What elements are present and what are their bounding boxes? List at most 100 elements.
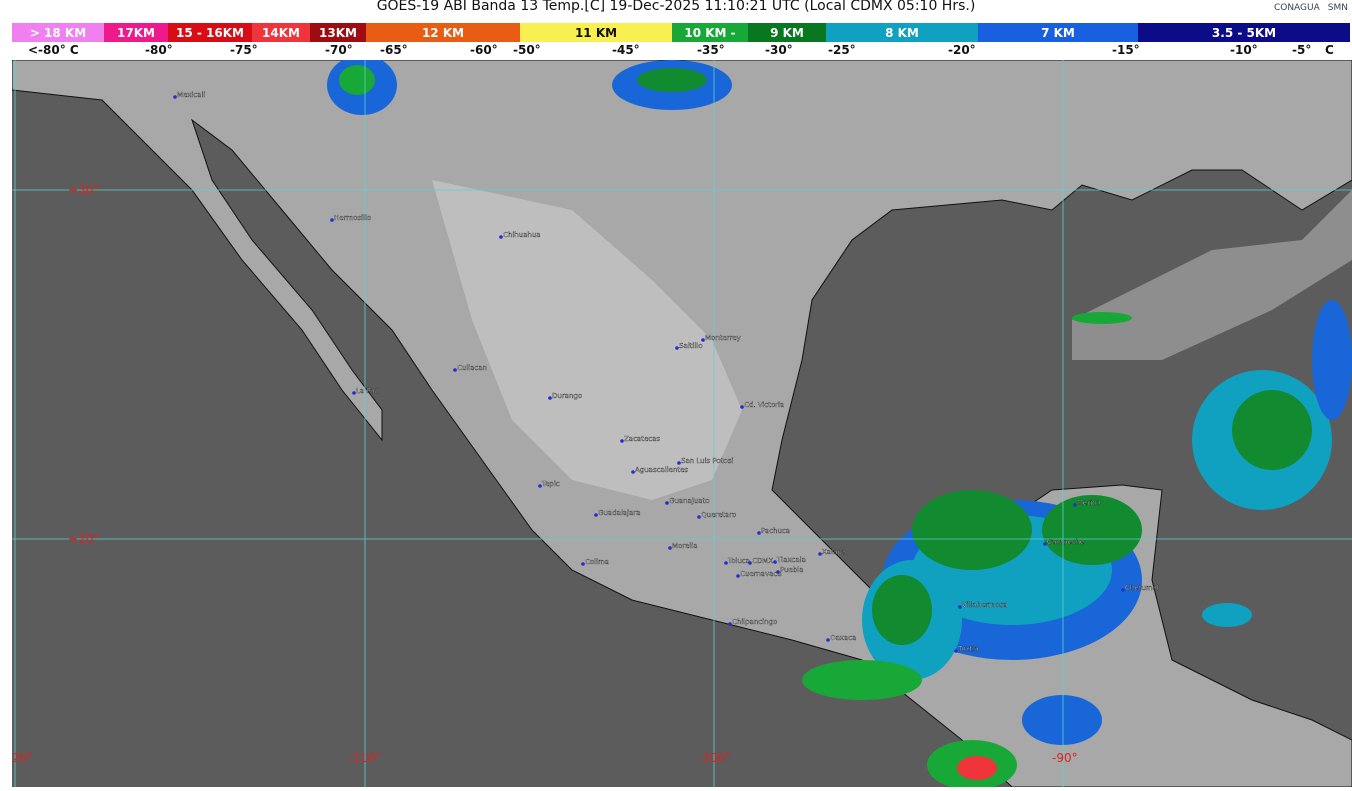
temp-label: -70° (325, 43, 353, 57)
city-label: Oaxaca (830, 634, 856, 642)
temp-label: -35° (697, 43, 725, 57)
city-marker (724, 561, 728, 565)
city-marker (173, 95, 177, 99)
temp-label: -45° (612, 43, 640, 57)
city-marker (954, 649, 958, 653)
city-marker (701, 338, 705, 342)
image-title: GOES-19 ABI Banda 13 Temp.[C] 19-Dec-202… (376, 0, 976, 14)
city-label: Xalapa (822, 548, 846, 556)
color-legend: > 18 KM 17KM 15 - 16KM 14KM 13KM 12 KM 11 KM 10… (12, 23, 1350, 42)
city-marker (675, 346, 679, 350)
city-label: San Luis Potosi (681, 457, 733, 465)
city-marker (748, 561, 752, 565)
legend-segment: 12 KM (366, 23, 520, 42)
temp-label: -5° (1292, 43, 1312, 57)
city-label: La Paz (356, 387, 379, 395)
city-label: Durango (552, 392, 582, 400)
city-marker (631, 470, 635, 474)
city-label: Guanajuato (669, 497, 710, 505)
legend-segment: 17KM (104, 23, 168, 42)
city-label: Queretaro (701, 511, 736, 519)
city-marker (958, 605, 962, 609)
city-marker (677, 461, 681, 465)
temperature-scale: <-80° C -80° -75° -70° -65° -60° -50° -45° -35° -… (0, 43, 1352, 59)
legend-segment: 7 KM (978, 23, 1138, 42)
city-label: Toluca (727, 557, 750, 565)
city-marker (668, 546, 672, 550)
graticule (12, 60, 1352, 787)
city-label: Morelia (672, 542, 698, 550)
temp-label: -65° (380, 43, 408, 57)
legend-segment: 10 KM - (672, 23, 748, 42)
city-label: Puebla (780, 566, 804, 574)
city-label: CDMX (752, 557, 773, 565)
city-label: Villahermosa (962, 601, 1007, 609)
lat-label: +30° (68, 183, 99, 197)
city-marker (776, 570, 780, 574)
city-marker (740, 405, 744, 409)
city-label: Cd. Victoria (744, 401, 784, 409)
city-marker (538, 484, 542, 488)
temp-label: -10° (1230, 43, 1258, 57)
city-label: Campeche (1047, 538, 1084, 546)
temp-label: -30° (765, 43, 793, 57)
city-label: Culiacan (457, 364, 487, 372)
temp-label: -20° (948, 43, 976, 57)
lon-label: -100° (698, 751, 731, 765)
city-marker (1073, 503, 1077, 507)
city-label: Pachuca (761, 527, 790, 535)
smn-logo: SMN (1327, 3, 1348, 13)
city-marker (352, 391, 356, 395)
city-label: Colima (585, 558, 609, 566)
legend-segment: 9 KM (748, 23, 826, 42)
city-label: Saltillo (679, 342, 703, 350)
city-label: Chihuahua (503, 231, 541, 239)
city-marker (773, 560, 777, 564)
legend-segment: 3.5 - 5KM (1138, 23, 1350, 42)
city-label: Merida (1077, 499, 1101, 507)
city-marker (453, 368, 457, 372)
city-marker (818, 552, 822, 556)
city-label: Hermosillo (334, 214, 371, 222)
temp-label: -15° (1112, 43, 1140, 57)
city-label: Tlaxcala (776, 556, 806, 564)
city-marker (581, 562, 585, 566)
city-label: Aguascalientes (635, 466, 688, 474)
city-marker (757, 531, 761, 535)
conagua-logo: CONAGUA (1273, 3, 1320, 13)
temp-label: <-80° C (28, 43, 79, 57)
city-label: Guadalajara (598, 509, 641, 517)
city-label: Zacatecas (624, 435, 660, 443)
city-marker (736, 574, 740, 578)
city-marker (330, 218, 334, 222)
legend-segment: > 18 KM (12, 23, 104, 42)
lon-label: -120° (12, 751, 33, 765)
city-label: Cuernavaca (740, 570, 782, 578)
city-marker (620, 439, 624, 443)
city-label: Tepic (541, 480, 560, 488)
legend-segment: 11 KM (520, 23, 672, 42)
temp-label: -60° (470, 43, 498, 57)
legend-segment: 8 KM (826, 23, 978, 42)
temp-label: -80° (145, 43, 173, 57)
city-marker (728, 622, 732, 626)
city-label: Mexicali (177, 91, 205, 99)
satellite-map: -120° -110° -100° -90° +30° +20° Mexical… (12, 60, 1352, 787)
legend-segment: 13KM (310, 23, 366, 42)
lon-label: -90° (1052, 751, 1078, 765)
temp-label: -25° (828, 43, 856, 57)
city-label: Monterrey (705, 334, 741, 342)
city-marker (594, 513, 598, 517)
city-marker (1121, 588, 1125, 592)
city-label: Chetumal (1125, 584, 1159, 592)
city-marker (826, 638, 830, 642)
legend-segment: 14KM (252, 23, 310, 42)
city-marker (697, 515, 701, 519)
logos: CONAGUA SMN (1274, 3, 1348, 13)
city-label: Tuxtla (957, 645, 979, 653)
city-label: Chilpancingo (732, 618, 777, 626)
city-marker (548, 396, 552, 400)
lat-label: +20° (68, 532, 99, 546)
lon-label: -110° (348, 751, 381, 765)
city-marker (1043, 542, 1047, 546)
